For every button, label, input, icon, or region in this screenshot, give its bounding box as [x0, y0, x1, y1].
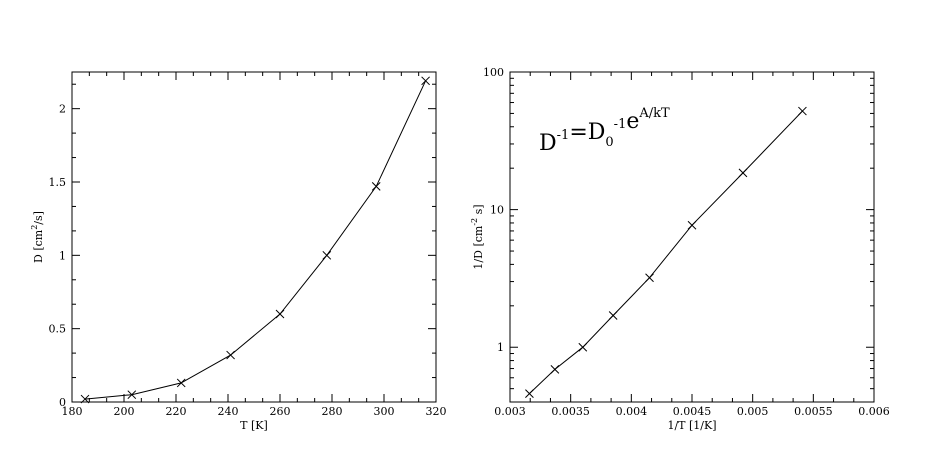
x-axis-label: 1/T [1/K] — [667, 419, 716, 432]
x-tick-label: 300 — [374, 405, 395, 418]
y-axis-label: 1/D [cm-2 s] — [470, 204, 485, 269]
plot-frame — [509, 71, 875, 403]
series-line — [84, 80, 427, 400]
x-tick-label: 0.0035 — [551, 405, 590, 418]
formula-annotation: D-1=D0-1eA/kT — [539, 106, 670, 156]
chart-right-inverse-d-vs-inverse-t: 0.003 0.0035 0.004 0.0045 0.005 0.0055 0.006 1 1… — [470, 66, 890, 432]
data-point-marker — [371, 182, 381, 191]
y-tick-label: 1 — [59, 249, 66, 262]
x-tick-label: 200 — [114, 405, 135, 418]
x-tick-label: 0.005 — [737, 405, 769, 418]
data-point-marker — [322, 250, 332, 260]
plot-frame — [71, 71, 437, 403]
data-point-marker — [525, 389, 534, 399]
data-point-marker — [127, 390, 137, 400]
y-tick-label: 10 — [490, 204, 504, 217]
x-tick-label: 0.0045 — [673, 405, 712, 418]
chart-left-d-vs-t: 180 200 220 240 260 280 300 320 0 0.5 1 1.5 2 T [K] D … — [30, 71, 447, 432]
y-tick-label: 1.5 — [49, 176, 67, 189]
y-axis-label: D [cm2/s] — [30, 211, 45, 263]
x-tick-label: 260 — [270, 405, 291, 418]
x-tick-label: 0.004 — [616, 405, 648, 418]
y-tick-label: 2 — [59, 103, 66, 116]
data-point-marker — [226, 350, 235, 360]
x-tick-label: 320 — [426, 405, 447, 418]
x-tick-label: 180 — [62, 405, 83, 418]
y-tick-label: 0 — [59, 396, 66, 409]
data-point-marker — [608, 311, 618, 320]
x-tick-label: 220 — [166, 405, 187, 418]
x-tick-label: 280 — [322, 405, 343, 418]
x-tick-label: 240 — [218, 405, 239, 418]
data-point-marker — [738, 168, 748, 178]
x-tick-label: 0.006 — [858, 405, 890, 418]
y-tick-label: 100 — [483, 66, 504, 79]
x-tick-label: 0.0055 — [794, 405, 833, 418]
data-point-marker — [275, 309, 285, 319]
data-point-marker — [687, 220, 697, 230]
data-point-marker — [80, 394, 90, 404]
data-point-marker — [798, 106, 807, 116]
data-point-marker — [645, 273, 654, 283]
y-tick-label: 1 — [497, 341, 504, 354]
series-line — [529, 110, 803, 394]
data-point-marker — [550, 365, 560, 374]
data-point-marker — [421, 76, 430, 86]
x-tick-label: 0.003 — [494, 405, 526, 418]
data-point-marker — [578, 342, 588, 352]
x-axis-label: T [K] — [240, 419, 268, 432]
data-point-marker — [176, 378, 186, 388]
y-tick-label: 0.5 — [49, 323, 67, 336]
